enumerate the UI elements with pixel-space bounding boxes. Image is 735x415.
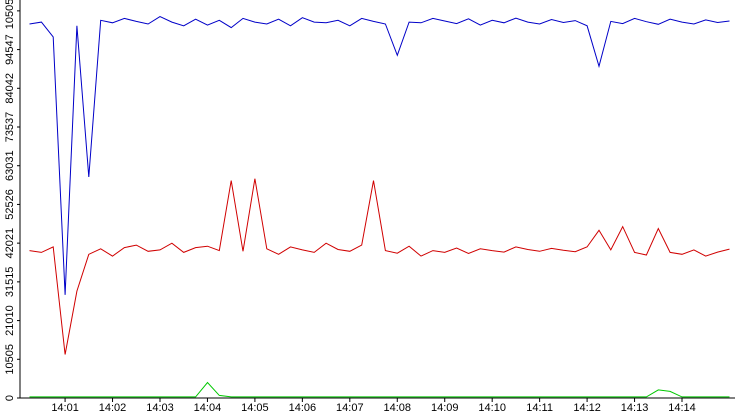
x-tick-label: 14:06 — [289, 402, 317, 414]
x-tick-label: 14:05 — [241, 402, 269, 414]
y-tick-label: 105053 — [4, 0, 16, 29]
y-tick-label: 42021 — [4, 228, 16, 259]
x-tick-label: 14:07 — [336, 402, 364, 414]
y-tick-label: 10505 — [4, 344, 16, 375]
y-tick-label: 73537 — [4, 112, 16, 143]
y-tick-label: 94547 — [4, 34, 16, 65]
series-line — [29, 178, 730, 355]
y-tick-label: 21010 — [4, 305, 16, 336]
x-tick-label: 14:04 — [194, 402, 222, 414]
x-tick-label: 14:01 — [51, 402, 79, 414]
x-tick-label: 14:10 — [478, 402, 506, 414]
x-tick-label: 14:08 — [384, 402, 412, 414]
y-tick-label: 63031 — [4, 150, 16, 181]
x-tick-label: 14:11 — [526, 402, 553, 414]
y-tick-label: 31515 — [4, 267, 16, 298]
series-line — [29, 381, 730, 398]
x-tick-label: 14:02 — [99, 402, 127, 414]
x-tick-label: 14:13 — [621, 402, 649, 414]
series-line — [29, 16, 730, 295]
y-tick-label: 52526 — [4, 189, 16, 220]
x-tick-label: 14:14 — [668, 402, 696, 414]
x-tick-label: 14:03 — [146, 402, 174, 414]
y-tick-label: 84042 — [4, 73, 16, 104]
x-tick-label: 14:12 — [573, 402, 601, 414]
y-tick-label: 0 — [4, 395, 16, 401]
x-tick-label: 14:09 — [431, 402, 459, 414]
